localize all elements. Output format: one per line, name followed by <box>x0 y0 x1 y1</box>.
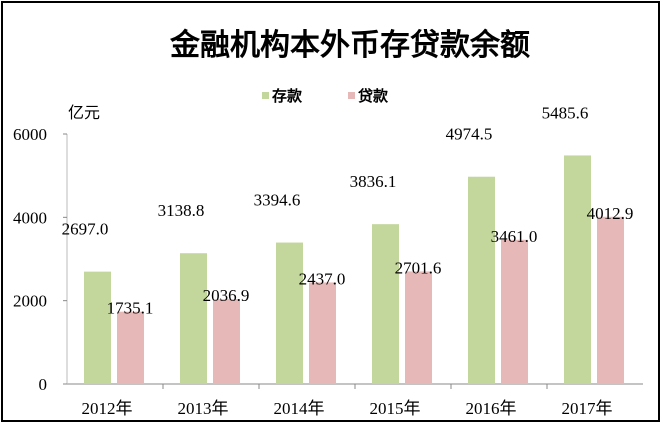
data-label: 2036.9 <box>203 286 250 305</box>
legend-swatch <box>348 92 355 99</box>
chart-title: 金融机构本外币存贷款余额 <box>169 28 530 63</box>
legend: 存款 贷款 <box>262 87 389 105</box>
x-tick-label: 2014年 <box>274 399 325 418</box>
y-tick-label: 2000 <box>13 292 47 311</box>
legend-label: 存款 <box>272 87 303 105</box>
bar-deposit <box>564 155 591 384</box>
legend-swatch <box>262 92 269 99</box>
legend-label: 贷款 <box>358 87 389 105</box>
data-label: 3461.0 <box>491 227 538 246</box>
data-label: 3836.1 <box>350 172 397 191</box>
bar-loan <box>597 216 624 384</box>
data-label: 4974.5 <box>446 125 493 144</box>
data-label: 3138.8 <box>158 201 205 220</box>
bar-loan <box>213 299 240 384</box>
bar-deposit <box>84 271 111 384</box>
data-label: 3394.6 <box>254 191 301 210</box>
y-tick-label: 0 <box>39 375 48 394</box>
y-tick-label: 4000 <box>13 208 47 227</box>
bar-deposit <box>276 242 303 384</box>
y-axis-unit: 亿元 <box>68 103 100 122</box>
axes: 0 2000 4000 6000 2012年 2013年 2014年 2015年 2016年 20… <box>13 125 643 418</box>
x-tick-label: 2015年 <box>370 399 421 418</box>
x-tick-label: 2016年 <box>466 399 517 418</box>
bar-loan <box>309 282 336 384</box>
data-label: 4012.9 <box>587 204 634 223</box>
bar-deposit <box>180 253 207 384</box>
bar-deposit <box>468 176 495 384</box>
bar-loan <box>117 311 144 384</box>
y-tick-label: 6000 <box>13 125 47 144</box>
bars: 2697.0 1735.1 3138.8 2036.9 3394.6 2437.0 3836… <box>62 103 634 384</box>
data-label: 2697.0 <box>62 220 109 239</box>
data-label: 1735.1 <box>107 299 154 318</box>
x-tick-label: 2017年 <box>562 399 613 418</box>
data-label: 5485.6 <box>542 103 589 122</box>
x-tick-label: 2012年 <box>82 399 133 418</box>
bar-deposit <box>372 224 399 384</box>
data-label: 2437.0 <box>299 269 346 288</box>
bar-loan <box>501 239 528 384</box>
bar-loan <box>405 271 432 384</box>
x-tick-label: 2013年 <box>178 399 229 418</box>
data-label: 2701.6 <box>395 258 442 277</box>
